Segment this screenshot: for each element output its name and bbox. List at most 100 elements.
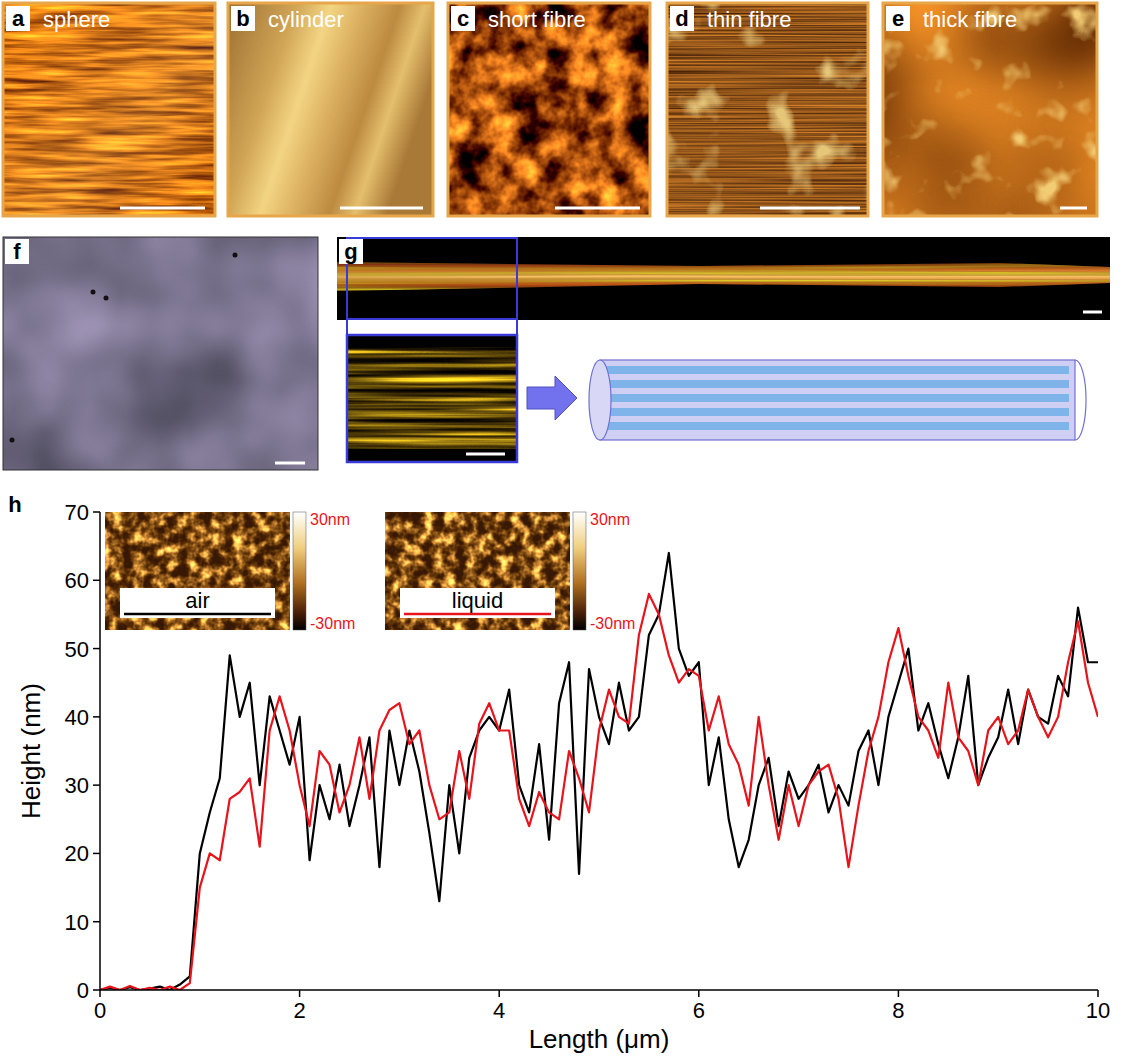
x-tick — [1097, 990, 1099, 997]
panel-letter-box — [3, 492, 27, 517]
inset-image — [385, 512, 570, 630]
micrograph — [337, 237, 1110, 320]
y-tick-label: 10 — [65, 910, 89, 935]
micrograph — [667, 3, 868, 216]
speck — [10, 438, 15, 443]
inset-texture — [105, 512, 290, 630]
scale-bar — [1060, 207, 1087, 210]
fibre-streaks — [337, 260, 1110, 292]
micrograph — [3, 237, 318, 470]
panel-letter: g — [344, 239, 357, 264]
y-tick — [93, 853, 100, 855]
figure: aspherebcylindercshort fibredthin fibree… — [0, 0, 1125, 1059]
panel-letter-box — [451, 6, 475, 31]
inset-texture — [385, 512, 570, 630]
panel-border — [3, 237, 318, 470]
scale-bar — [340, 207, 423, 210]
scale-bar — [760, 207, 860, 210]
speck — [91, 290, 96, 295]
zoom-connector — [516, 319, 518, 335]
y-axis — [99, 512, 101, 990]
y-tick-label: 30 — [65, 773, 89, 798]
texture — [228, 3, 433, 216]
colorbar-label: 30nm — [590, 511, 630, 528]
x-axis — [100, 989, 1098, 991]
base — [667, 3, 868, 216]
cylinder-stripe — [603, 366, 1069, 374]
cylinder-stripe — [603, 380, 1069, 388]
scale-bar — [555, 207, 640, 210]
panel-letter-box — [339, 239, 363, 264]
panel-title: short fibre — [488, 7, 586, 32]
cylinder-end — [589, 360, 611, 440]
micrograph — [883, 3, 1097, 216]
y-tick — [93, 784, 100, 786]
data-line — [100, 594, 1098, 990]
x-tick-label: 10 — [1086, 998, 1110, 1023]
legend-swatch — [404, 613, 551, 616]
panel-letter: e — [892, 6, 904, 31]
y-tick — [93, 989, 100, 991]
y-tick-label: 20 — [65, 841, 89, 866]
inset-image — [105, 512, 290, 630]
legend-label: liquid — [452, 588, 503, 613]
y-tick-label: 70 — [65, 500, 89, 525]
legend-swatch — [124, 613, 271, 616]
panel-letter: d — [675, 6, 688, 31]
base — [448, 3, 650, 216]
base — [228, 3, 433, 216]
panel-letter-box — [6, 6, 30, 31]
scale-bar — [1083, 311, 1102, 314]
panel-border — [228, 3, 433, 216]
panel-letter: f — [13, 239, 21, 264]
y-axis-title: Height (nm) — [16, 683, 46, 819]
x-tick — [698, 990, 700, 997]
inset: 30nm -30nm liquid — [385, 511, 635, 632]
colorbar — [293, 512, 306, 630]
inset-border — [347, 335, 517, 462]
x-tick — [898, 990, 900, 997]
cylinder-stripe — [603, 394, 1069, 402]
panel-letter-box — [231, 6, 255, 31]
panel-border — [448, 3, 650, 216]
panel-letter-box — [670, 6, 694, 31]
cylinder-end — [1075, 360, 1086, 440]
y-tick — [93, 580, 100, 582]
y-tick-label: 60 — [65, 568, 89, 593]
blobs — [667, 3, 868, 216]
panel-title: thin fibre — [707, 7, 791, 32]
panel-letter: c — [457, 6, 469, 31]
x-tick — [99, 990, 101, 997]
arrow — [527, 376, 577, 420]
micrograph — [448, 3, 650, 216]
panel-letter: a — [12, 6, 25, 31]
texture — [448, 3, 650, 216]
y-tick — [93, 921, 100, 923]
texture — [3, 3, 215, 216]
panel-border — [883, 3, 1097, 216]
x-tick-label: 6 — [693, 998, 705, 1023]
y-tick-label: 40 — [65, 705, 89, 730]
panel-border — [667, 3, 868, 216]
x-tick-label: 8 — [892, 998, 904, 1023]
colorbar-label: -30nm — [310, 615, 355, 632]
legend-box — [120, 588, 275, 618]
panel-letter: b — [236, 6, 249, 31]
micrograph — [3, 3, 215, 216]
x-tick — [299, 990, 301, 997]
base — [883, 3, 1097, 216]
x-tick-label: 2 — [293, 998, 305, 1023]
y-tick — [93, 511, 100, 513]
sheen — [3, 3, 215, 216]
colorbar-label: -30nm — [590, 615, 635, 632]
zoom-box — [347, 238, 517, 319]
panel-border — [3, 3, 215, 216]
panel-letter-box — [886, 6, 910, 31]
legend-box — [400, 588, 555, 618]
y-tick — [93, 716, 100, 718]
x-tick-label: 0 — [94, 998, 106, 1023]
cylinder-stripe — [603, 422, 1069, 430]
y-tick-label: 0 — [77, 978, 89, 1003]
inset-streaks — [347, 347, 517, 449]
panel-title: thick fibre — [923, 7, 1017, 32]
